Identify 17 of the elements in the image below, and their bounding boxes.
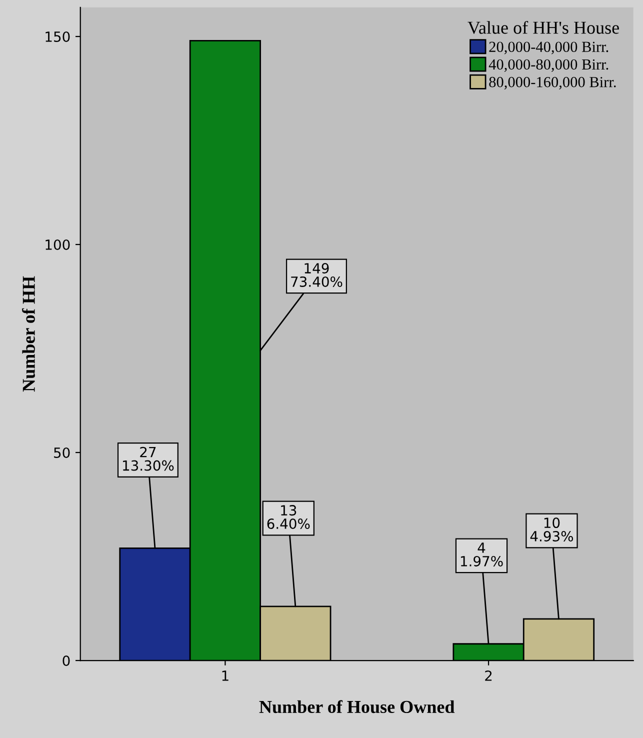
data-label: 27 13.30% xyxy=(123,446,174,471)
legend-label: 80,000-160,000 Birr. xyxy=(489,76,616,90)
data-label: 10 4.93% xyxy=(530,518,574,542)
data-label: 149 73.40% xyxy=(291,263,342,287)
y-axis-title: Number of HH xyxy=(22,276,35,392)
x-tick-label: 1 xyxy=(222,670,228,681)
y-tick-label: 0 xyxy=(62,655,70,666)
y-tick-label: 50 xyxy=(54,447,70,458)
data-label: 4 1.97% xyxy=(460,542,503,566)
legend-label: 40,000-80,000 Birr. xyxy=(488,59,608,72)
data-label: 13 6.40% xyxy=(267,505,310,530)
y-tick-label: 100 xyxy=(46,239,70,250)
legend-label: 20,000-40,000 Birr. xyxy=(489,42,608,54)
y-tick-label: 150 xyxy=(46,31,70,42)
legend-title: Value of HH's House xyxy=(468,20,619,34)
x-axis-title: Number of House Owned xyxy=(259,700,455,714)
x-tick-label: 2 xyxy=(485,670,492,681)
